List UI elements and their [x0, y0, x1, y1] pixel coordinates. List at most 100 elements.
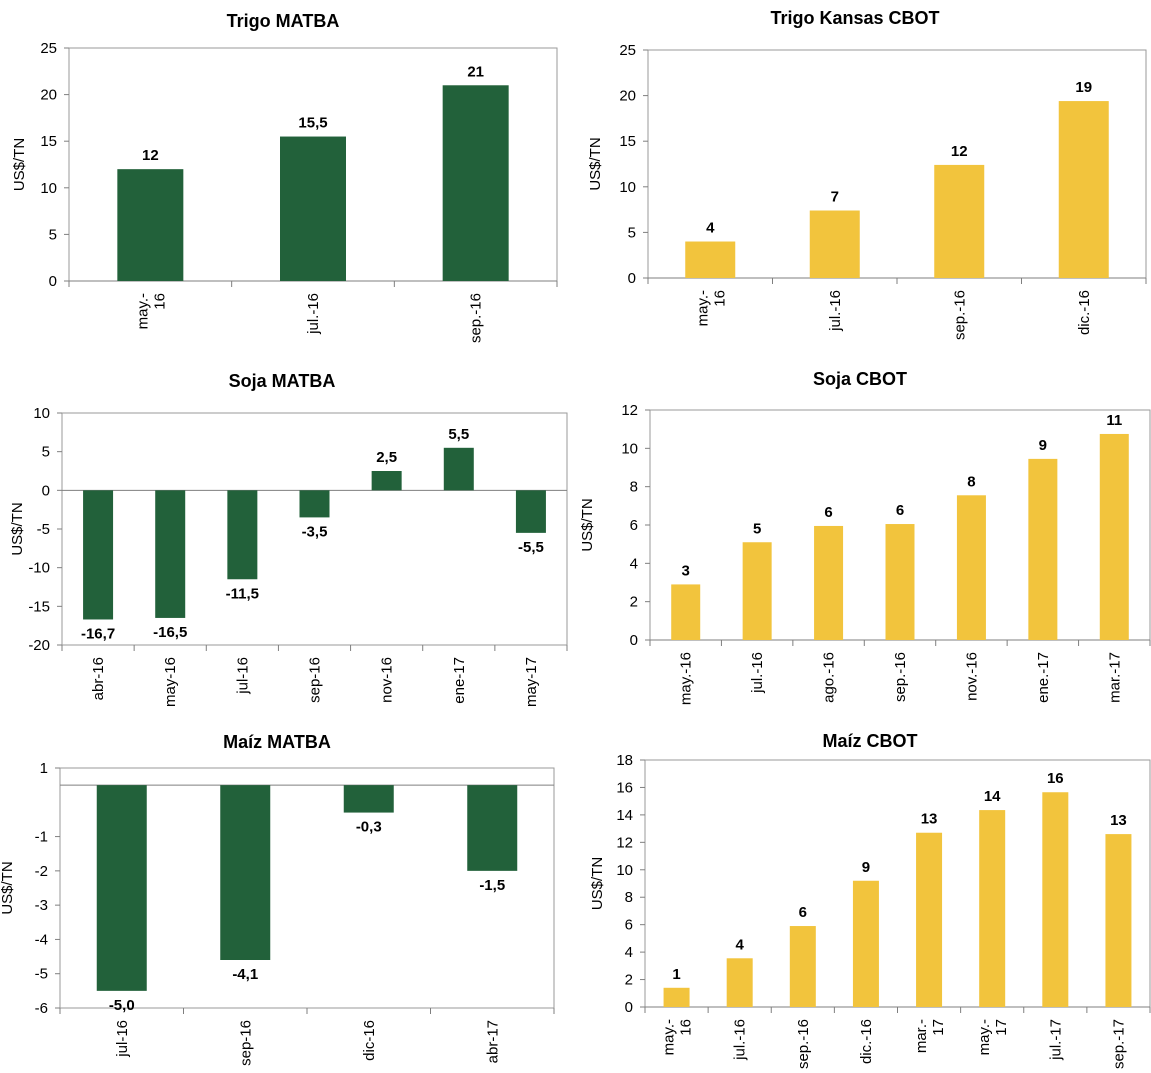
y-tick-label: 0 [628, 270, 636, 287]
bar [83, 490, 114, 620]
y-tick-label: 25 [619, 42, 636, 59]
x-tick-label: may-16 [162, 657, 179, 707]
bar [220, 785, 271, 960]
x-tick-label-line: 16 [678, 1019, 695, 1036]
data-label: 13 [1110, 812, 1127, 829]
chart-title: Maíz CBOT [822, 731, 917, 751]
x-tick-label: jul-16 [234, 657, 251, 695]
data-label: 12 [142, 147, 159, 164]
y-axis-label: US$/TN [0, 861, 16, 914]
data-label: -0,3 [356, 819, 382, 836]
y-tick-label: -15 [28, 598, 50, 615]
x-tick-label-line: may.- [134, 293, 151, 329]
data-label: 12 [951, 143, 968, 160]
y-tick-label: 2 [625, 972, 633, 989]
x-tick-label-line: 17 [993, 1019, 1010, 1036]
x-tick-label: sep-16 [307, 657, 324, 703]
y-tick-label: 14 [616, 807, 633, 824]
y-tick-label: 4 [630, 555, 638, 572]
x-tick-label-line: may.- [976, 1019, 993, 1055]
bar [1028, 458, 1058, 640]
y-tick-label: 8 [625, 889, 633, 906]
y-tick-label: 25 [40, 40, 57, 57]
x-tick-label-line: mar.- [913, 1019, 930, 1053]
bar [299, 490, 330, 518]
y-tick-label: 5 [42, 444, 50, 461]
y-tick-label: -3 [35, 897, 48, 914]
bar [155, 490, 186, 618]
x-tick-label-line: 16 [711, 290, 728, 307]
chart-maiz_cbot: Maíz CBOT024681012141618US$/TN1may.-164j… [589, 731, 1151, 1069]
data-label: 5 [753, 520, 761, 537]
bar [343, 785, 394, 813]
y-tick-label: 15 [40, 133, 57, 150]
data-label: 16 [1047, 770, 1064, 787]
plot-area [644, 759, 1151, 1008]
data-label: 2,5 [376, 449, 397, 466]
x-tick-label: may.-16 [694, 290, 728, 326]
y-tick-label: 8 [630, 479, 638, 496]
chart-maiz_matba: Maíz MATBA -6 -5 -4 -3 -2 -1 1 US$/TN -5,0 jul-16 -… [0, 732, 555, 1066]
y-tick-label: -5 [35, 966, 48, 983]
x-tick-label: jul.-16 [305, 293, 322, 335]
x-tick-label: sep.-16 [468, 293, 485, 343]
y-axis-label: US$/TN [11, 138, 28, 191]
y-tick-label: 5 [628, 224, 636, 241]
x-tick-label: jul-16 [114, 1020, 131, 1058]
bar [814, 525, 844, 640]
y-tick-label: 12 [621, 402, 638, 419]
data-label: 6 [799, 904, 807, 921]
bar [671, 584, 701, 640]
data-label: -16,7 [81, 625, 115, 642]
x-tick-label: sep.-16 [795, 1019, 812, 1069]
x-tick-label: may.-17 [976, 1019, 1010, 1055]
y-tick-label: 2 [630, 594, 638, 611]
y-axis-label: US$/TN [589, 857, 606, 910]
data-label: 13 [921, 811, 938, 828]
data-label: 19 [1075, 79, 1092, 96]
x-tick-label: may.-16 [661, 1019, 695, 1055]
y-tick-label: -20 [28, 637, 50, 654]
y-tick-label: 10 [33, 405, 50, 422]
data-label: 7 [831, 189, 839, 206]
data-label: -16,5 [153, 624, 187, 641]
chart-title: Trigo Kansas CBOT [770, 8, 939, 28]
x-tick-label: abr-16 [90, 657, 107, 700]
bar [885, 524, 915, 640]
bar [789, 926, 816, 1007]
data-label: -5,0 [109, 997, 135, 1014]
y-tick-label: 15 [619, 133, 636, 150]
x-tick-label: may.-16 [678, 652, 695, 705]
x-tick-label: jul.-16 [749, 652, 766, 694]
x-tick-label: ene.-17 [1035, 652, 1052, 703]
bar [934, 164, 985, 278]
data-label: 9 [1039, 437, 1047, 454]
bar [663, 987, 690, 1007]
x-tick-label: may-17 [523, 657, 540, 707]
y-tick-label: 1 [40, 760, 48, 777]
bar [685, 241, 736, 278]
bar [1058, 101, 1109, 279]
y-tick-label: 6 [625, 917, 633, 934]
x-tick-label: jul.-17 [1047, 1019, 1064, 1061]
data-label: -1,5 [479, 877, 505, 894]
data-label: 15,5 [298, 115, 327, 132]
x-tick-label: mar.-17 [1106, 652, 1123, 703]
x-tick-label: jul.-16 [827, 290, 844, 332]
x-tick-label-line: may.- [694, 290, 711, 326]
data-label: 6 [824, 504, 832, 521]
data-label: -11,5 [226, 585, 259, 602]
chart-title: Soja MATBA [229, 371, 336, 391]
x-tick-label: sep.-17 [1110, 1019, 1127, 1069]
y-tick-label: 10 [616, 862, 633, 879]
bar [117, 169, 184, 281]
y-axis-label: US$/TN [579, 498, 596, 551]
x-tick-label: jul.-16 [732, 1019, 749, 1061]
x-tick-label-line: 17 [930, 1019, 947, 1036]
y-tick-label: 10 [40, 180, 57, 197]
data-label: 4 [706, 220, 715, 237]
x-tick-label-line: may.- [661, 1019, 678, 1055]
y-tick-label: 0 [49, 273, 57, 290]
bar [1099, 433, 1129, 640]
x-tick-label: ene-17 [451, 657, 468, 704]
